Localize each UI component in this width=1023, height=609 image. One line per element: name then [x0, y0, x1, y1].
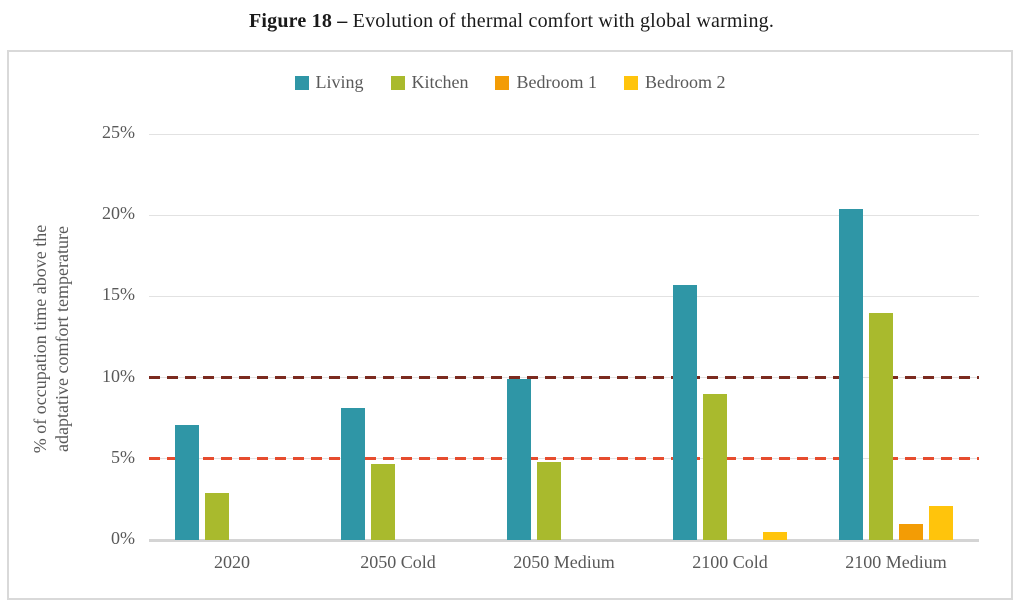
legend-swatch-icon	[390, 75, 405, 90]
x-axis-label: 2050 Medium	[513, 552, 615, 572]
y-tick-label: 25%	[102, 122, 135, 142]
legend-label: Living	[315, 72, 364, 92]
bar-kitchen-2050-medium	[537, 462, 561, 540]
x-axis-label: 2050 Cold	[360, 552, 436, 572]
reference-line-10pct	[149, 376, 979, 380]
y-axis-title-line2: adaptative comfort temperature	[52, 226, 72, 452]
bar-living-2100-medium	[839, 208, 863, 540]
y-axis-title-line1: % of occupation time above the	[30, 224, 50, 454]
y-tick-label: 20%	[102, 203, 135, 224]
gridline	[149, 295, 979, 297]
bar-bedroom-1-2100-medium	[899, 523, 923, 540]
bar-kitchen-2020	[205, 492, 229, 540]
bar-bedroom-2-2100-medium	[929, 505, 953, 540]
y-axis-title: % of occupation time above the adaptativ…	[29, 124, 75, 554]
legend-swatch-icon	[495, 75, 510, 90]
bar-living-2050-cold	[341, 408, 365, 540]
legend-item: Bedroom 2	[623, 72, 726, 93]
reference-line-5pct	[149, 457, 979, 461]
figure-title: Figure 18 – Evolution of thermal comfort…	[0, 10, 1023, 33]
gridline	[149, 214, 979, 216]
gridline	[149, 133, 979, 135]
x-axis-label: 2020	[214, 552, 250, 572]
legend-item: Bedroom 1	[495, 72, 597, 93]
bar-bedroom-2-2100-cold	[763, 531, 787, 540]
x-axis-label: 2100 Medium	[845, 552, 947, 572]
y-tick-label: 5%	[111, 446, 135, 467]
legend-swatch-icon	[294, 75, 309, 90]
legend-swatch-icon	[623, 75, 638, 90]
bar-living-2050-medium	[507, 379, 531, 540]
x-axis-label: 2100 Cold	[692, 552, 768, 572]
bar-living-2020	[175, 424, 199, 540]
legend-label: Bedroom 2	[644, 72, 726, 92]
figure-title-caption: Evolution of thermal comfort with global…	[352, 10, 775, 32]
figure-title-label: Figure 18 –	[248, 10, 348, 32]
legend-item: Living	[294, 72, 364, 93]
legend-item: Kitchen	[390, 72, 469, 93]
chart-container: Living Kitchen Bedroom 1 Bedroom 2 % of occ…	[7, 50, 1013, 600]
bar-living-2100-cold	[673, 285, 697, 540]
bar-kitchen-2100-cold	[703, 393, 727, 540]
bar-kitchen-2100-medium	[869, 312, 893, 540]
y-tick-label: 15%	[102, 284, 135, 305]
x-axis-line	[149, 539, 979, 542]
y-tick-label: 0%	[111, 528, 135, 548]
legend: Living Kitchen Bedroom 1 Bedroom 2	[9, 72, 1011, 93]
y-tick-label: 10%	[102, 365, 135, 386]
bar-kitchen-2050-cold	[371, 463, 395, 540]
legend-label: Kitchen	[411, 72, 469, 92]
legend-label: Bedroom 1	[516, 72, 597, 92]
